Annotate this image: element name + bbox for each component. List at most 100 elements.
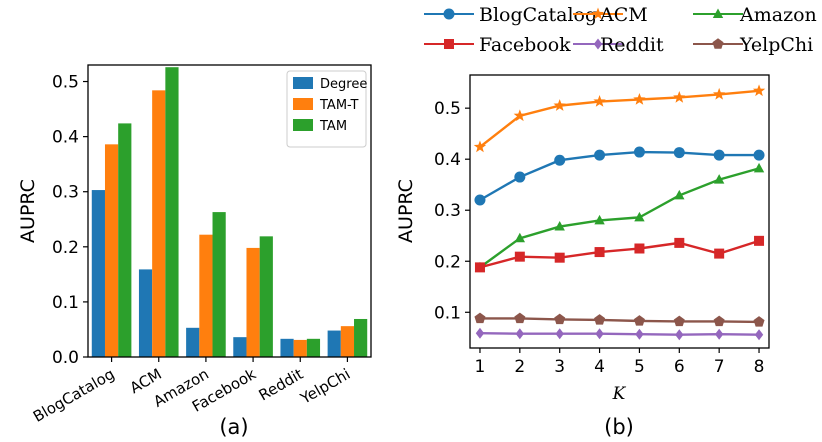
bar-degree-reddit [280,338,294,357]
point-facebook [674,237,685,248]
point-amazon [713,174,725,184]
line-yelpchi [479,317,760,324]
point-reddit [714,328,724,340]
point-reddit [635,328,644,340]
line-chart-y-tick-label: 0.5 [434,99,461,119]
line-chart-y-tick-label: 0.1 [434,303,461,323]
point-acm [712,87,726,100]
bar-chart-y-tick-label: 0.5 [52,73,79,93]
point-reddit [675,329,684,341]
point-acm [553,99,566,111]
point-amazon [514,232,526,243]
point-reddit [515,328,525,340]
bar-chart-legend-label: Degree [320,77,367,92]
bar-tam-t-amazon [199,234,213,357]
bar-chart-y-tick-label: 0.1 [52,293,79,313]
point-blogcatalog [474,194,486,206]
bar-tam-t-reddit [293,339,307,357]
bar-chart-axes-frame [87,64,372,358]
point-amazon [554,221,565,231]
line-chart-y-tick-label: 0.3 [434,201,461,221]
bar-tam-t-facebook [246,247,260,357]
point-blogcatalog [713,149,725,161]
point-acm [673,90,686,103]
line-chart-series-markers [473,84,766,341]
line-chart-panel: 0.1 0.2 0.3 0.4 0.5 1 2 3 4 5 6 7 8 AUPRC K (b) Blo… [395,4,817,439]
bar-chart-legend-label: TAM-T [319,98,359,113]
point-blogcatalog [514,171,526,183]
point-yelpchi [594,314,606,325]
point-blogcatalog [753,149,765,161]
bar-tam-t-yelpchi [340,326,355,357]
line-chart-legend-label: YelpChi [739,34,813,56]
point-facebook [474,262,485,273]
point-reddit [754,329,764,341]
point-facebook [754,235,765,246]
point-yelpchi [713,315,725,327]
point-yelpchi [554,313,566,325]
bar-chart-x-tick-label: YelpChi [297,365,354,408]
line-chart-axes-frame [469,74,770,349]
bar-tam-facebook [259,236,273,357]
line-chart-x-tick-label: 8 [754,357,765,377]
line-blogcatalog [479,150,760,202]
point-acm [593,95,606,107]
bar-tam-acm [165,67,179,357]
line-chart-x-axis-label: K [612,384,627,404]
line-chart-legend-marker [444,39,454,49]
line-chart-y-axis-label: AUPRC [395,179,417,243]
point-yelpchi [474,312,486,324]
bar-chart-x-tick-label: Reddit [256,365,307,405]
line-chart-legend-marker [443,8,455,20]
line-amazon [479,167,760,269]
line-chart-x-tick-label: 3 [554,357,565,377]
point-amazon [753,162,765,173]
point-facebook [714,248,725,259]
bar-chart-y-tick-label: 0.2 [52,238,79,258]
point-yelpchi [673,315,685,327]
line-chart-x-ticks: 1 2 3 4 5 6 7 8 [475,348,765,377]
line-reddit [479,332,760,336]
bar-tam-t-blogcatalog [104,144,119,357]
point-blogcatalog [633,146,645,158]
line-chart-legend-label: ACM [599,4,648,26]
bar-degree-acm [138,269,153,357]
line-chart-x-tick-label: 2 [514,357,525,377]
line-chart-legend-label: Amazon [739,4,817,26]
line-facebook [479,239,760,269]
bar-chart-legend-swatch [293,119,313,131]
point-amazon [674,189,685,200]
line-chart-y-tick-label: 0.4 [434,150,461,170]
bar-chart-legend: Degree TAM-T TAM [286,70,367,148]
line-chart-x-tick-label: 6 [674,357,685,377]
line-chart-x-tick-label: 4 [594,357,605,377]
point-facebook [594,247,605,258]
line-chart-legend-marker [591,7,605,20]
bar-chart-panel: 0.00.10.20.30.40.5 BlogCatalog ACMAmazonF… [17,64,372,439]
point-reddit [475,327,485,339]
bar-chart-y-tick-label: 0.3 [52,183,79,203]
bar-degree-amazon [186,327,200,357]
line-chart-legend: BlogCatalog ACM Amazon Facebook Reddit YelpCh… [424,4,817,56]
bar-chart-y-ticks: 0.0 0.1 0.2 0.3 0.4 0.5 [52,73,88,368]
line-chart-legend-label: Reddit [600,34,664,56]
line-chart-x-tick-label: 7 [714,357,725,377]
point-acm [513,109,527,122]
point-acm [473,140,487,153]
bar-tam-blogcatalog [118,123,132,358]
bar-degree-blogcatalog [91,190,105,357]
bar-chart-legend-label: TAM [319,119,347,134]
point-blogcatalog [594,149,606,161]
bar-tam-t-acm [152,90,166,357]
line-chart-legend-marker [712,8,724,18]
point-reddit [595,328,604,340]
bar-chart-y-tick-label: 0.4 [52,128,79,148]
point-facebook [554,252,565,263]
line-chart-series-lines [479,89,760,336]
line-chart-legend-marker [593,38,603,50]
line-chart-y-tick-label: 0.2 [434,252,461,272]
bar-degree-yelpchi [327,330,341,357]
line-acm [479,89,760,148]
bar-tam-yelpchi [354,318,368,357]
